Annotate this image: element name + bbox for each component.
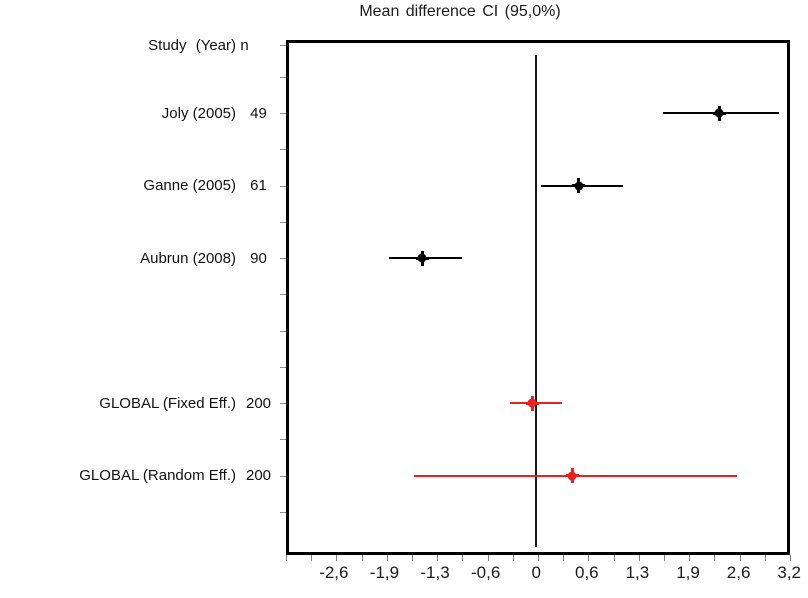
y-axis-minor-tick xyxy=(280,403,286,404)
study-label: GLOBAL (Random Eff.) xyxy=(79,467,236,484)
x-axis-minor-tick xyxy=(613,555,615,561)
y-axis-minor-tick xyxy=(280,511,286,513)
header-study-year: Study (Year) xyxy=(148,36,236,54)
y-axis-minor-tick xyxy=(280,294,286,296)
x-axis-minor-tick xyxy=(361,555,363,561)
x-axis-minor-tick xyxy=(462,555,464,561)
y-axis-minor-tick xyxy=(280,45,286,46)
y-axis-minor-tick xyxy=(280,113,286,114)
x-axis-minor-tick xyxy=(563,555,565,561)
y-axis-minor-tick xyxy=(280,475,286,477)
y-axis-minor-tick xyxy=(280,439,286,441)
x-axis-minor-tick xyxy=(638,555,640,561)
column-header-row: Study (Year) n xyxy=(0,35,281,55)
x-axis-tick-label: 0,6 xyxy=(575,563,599,582)
plot-area xyxy=(286,40,790,555)
x-axis-minor-tick xyxy=(437,555,439,561)
y-axis-minor-tick xyxy=(280,366,286,368)
x-axis-minor-tick xyxy=(538,555,539,561)
study-label: Joly (2005) xyxy=(161,104,236,122)
x-axis-minor-tick xyxy=(286,555,287,561)
x-axis-minor-tick xyxy=(386,555,388,561)
study-label-row: Aubrun (2008) 90 xyxy=(0,248,281,268)
study-n-value: 200 xyxy=(245,394,272,412)
zero-reference-line xyxy=(535,55,538,547)
x-axis-minor-tick xyxy=(412,555,413,561)
y-axis-minor-tick xyxy=(280,258,286,259)
x-axis-tick-label: 1,9 xyxy=(676,563,700,582)
point-estimate-marker xyxy=(567,471,577,480)
x-axis-tick-label: 2,6 xyxy=(726,563,751,582)
x-axis-tick-label: 3,2 xyxy=(777,563,802,582)
x-axis-minor-tick xyxy=(512,555,514,561)
x-axis-minor-tick xyxy=(588,555,590,561)
x-axis-minor-tick xyxy=(689,555,691,561)
x-axis-minor-tick xyxy=(311,555,313,561)
y-axis-minor-tick xyxy=(280,330,286,332)
study-label-row: GLOBAL (Random Eff.) 200 xyxy=(0,466,281,486)
x-axis-tick-label: -2,6 xyxy=(319,563,349,582)
y-axis-minor-tick xyxy=(280,185,286,187)
point-estimate-marker xyxy=(714,108,724,118)
study-n-value: 61 xyxy=(250,177,267,194)
study-label: Ganne (2005) xyxy=(143,177,236,194)
x-axis-tick-label: -1,9 xyxy=(369,563,400,582)
point-estimate-marker xyxy=(574,181,584,190)
y-axis-minor-tick xyxy=(280,149,286,151)
x-axis-minor-tick xyxy=(790,555,791,561)
study-label-row: Joly (2005) 49 xyxy=(0,103,281,123)
point-estimate-marker xyxy=(527,398,537,408)
x-axis-minor-tick xyxy=(764,555,766,561)
x-axis-tick-label: -0,6 xyxy=(470,563,501,582)
study-label-row: GLOBAL (Fixed Eff.) 200 xyxy=(0,393,281,413)
y-axis-minor-tick xyxy=(280,221,286,223)
x-axis-minor-tick xyxy=(664,555,665,561)
study-n-value: 49 xyxy=(250,104,267,122)
study-n-value: 200 xyxy=(245,467,272,484)
study-label-row: Ganne (2005) 61 xyxy=(0,176,281,196)
study-label: Aubrun (2008) xyxy=(140,249,236,267)
chart-title: Mean difference CI (95,0%) xyxy=(359,3,561,20)
study-n-value: 90 xyxy=(250,249,267,267)
x-axis-minor-tick xyxy=(739,555,741,561)
x-axis-tick-label: 0 xyxy=(531,563,541,582)
y-axis-minor-tick xyxy=(280,76,286,78)
study-label: GLOBAL (Fixed Eff.) xyxy=(99,394,236,412)
x-axis-minor-tick xyxy=(336,555,338,561)
header-n: n xyxy=(240,36,249,54)
x-axis-tick-label: 1,3 xyxy=(625,563,650,582)
x-axis-minor-tick xyxy=(714,555,716,561)
x-axis-minor-tick xyxy=(487,555,489,561)
x-axis-tick-label: -1,3 xyxy=(420,563,450,582)
point-estimate-marker xyxy=(417,253,427,263)
